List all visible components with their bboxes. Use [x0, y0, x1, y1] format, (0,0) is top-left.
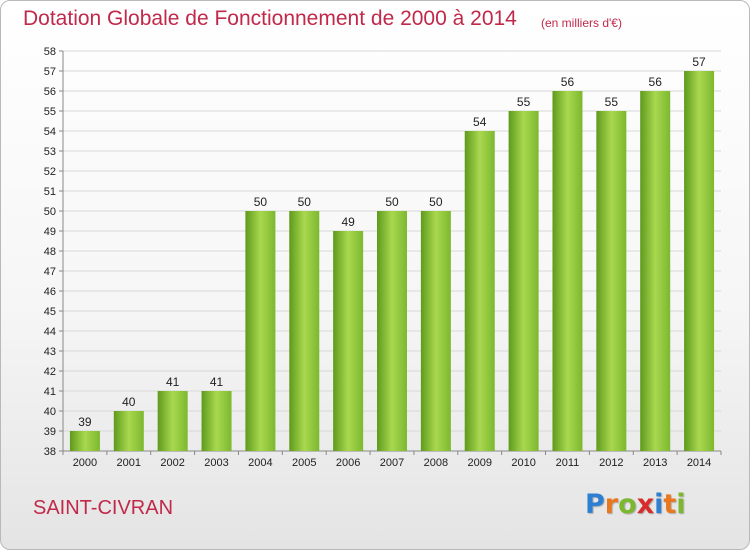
- bars: [69, 71, 715, 451]
- y-tick-label: 44: [44, 326, 56, 338]
- logo-letter: P: [585, 489, 605, 520]
- x-tick-label: 2001: [117, 457, 141, 469]
- proxiti-logo: Proxiti: [585, 489, 686, 520]
- y-tick-label: 42: [44, 366, 56, 378]
- bar-2014: [684, 71, 715, 451]
- y-tick-label: 40: [44, 406, 56, 418]
- x-tick-label: 2011: [556, 457, 580, 469]
- bar-2004: [245, 211, 276, 451]
- value-label: 55: [605, 95, 619, 109]
- value-label: 41: [166, 375, 180, 389]
- y-tick-label: 41: [44, 386, 56, 398]
- y-tick-label: 55: [44, 106, 56, 118]
- logo-letter: i: [676, 489, 686, 520]
- value-label: 50: [254, 195, 268, 209]
- bar-2003: [201, 391, 232, 451]
- x-tick-labels: 2000 2001 2002 2003 2004 2005 2006 2007 2008 2009…: [73, 457, 712, 469]
- y-tick-labels: 38 39 40 41 42 43 44 45 46 47 48 49 50 51 52 53 54 55 56 57…: [44, 46, 56, 458]
- y-tick-label: 51: [44, 186, 56, 198]
- bar-2006: [333, 231, 364, 451]
- bar-2001: [113, 411, 144, 451]
- bar-2007: [377, 211, 407, 451]
- y-tick-label: 57: [44, 66, 56, 78]
- logo-letter: x: [636, 489, 655, 520]
- bar-2005: [289, 211, 320, 451]
- bar-2008: [420, 211, 451, 451]
- value-label: 40: [122, 395, 136, 409]
- value-label: 57: [692, 55, 706, 69]
- commune-name: SAINT-CIVRAN: [33, 497, 174, 519]
- bar-2009: [464, 131, 495, 451]
- bar-2002: [157, 391, 188, 451]
- logo-letter: r: [604, 489, 619, 520]
- value-label: 55: [517, 95, 531, 109]
- logo-letter: t: [663, 489, 677, 520]
- x-tick-label: 2003: [204, 457, 228, 469]
- y-tick-label: 43: [44, 346, 56, 358]
- bar-2010: [508, 111, 539, 451]
- y-tick-label: 52: [44, 166, 56, 178]
- x-tick-label: 2006: [336, 457, 360, 469]
- logo-letter: o: [618, 489, 637, 520]
- x-tick-label: 2012: [599, 457, 623, 469]
- value-label: 41: [210, 375, 224, 389]
- y-tick-label: 53: [44, 146, 56, 158]
- y-tick-label: 46: [44, 286, 56, 298]
- value-label: 56: [561, 75, 575, 89]
- x-tick-label: 2007: [380, 457, 404, 469]
- value-label: 49: [341, 215, 355, 229]
- y-tick-label: 39: [44, 426, 56, 438]
- value-label: 50: [298, 195, 312, 209]
- x-tick-label: 2010: [511, 457, 535, 469]
- value-labels: 39 40 41 41 50 50 49 50 50 54 55 56 55 56 57: [78, 55, 706, 429]
- y-tick-label: 47: [44, 266, 56, 278]
- chart-title: Dotation Globale de Fonctionnement de 20…: [23, 7, 517, 30]
- chart-subtitle: (en milliers d'€): [541, 16, 622, 30]
- y-tick-label: 58: [44, 46, 56, 58]
- bar-2011: [552, 91, 583, 451]
- x-tick-label: 2014: [687, 457, 711, 469]
- y-tick-label: 49: [44, 226, 56, 238]
- x-tick-label: 2000: [73, 457, 97, 469]
- bar-2000: [69, 431, 100, 451]
- bar-2013: [640, 91, 671, 451]
- logo-letter: i: [654, 489, 664, 520]
- y-tick-label: 45: [44, 306, 56, 318]
- y-tick-label: 38: [44, 446, 56, 458]
- y-tick-label: 54: [44, 126, 56, 138]
- value-label: 50: [429, 195, 443, 209]
- value-label: 54: [473, 115, 487, 129]
- bar-2012: [596, 111, 627, 451]
- y-tick-label: 48: [44, 246, 56, 258]
- x-tick-label: 2009: [467, 457, 491, 469]
- y-tick-label: 50: [44, 206, 56, 218]
- x-tick-label: 2002: [160, 457, 184, 469]
- y-tick-label: 56: [44, 86, 56, 98]
- value-label: 39: [78, 415, 92, 429]
- x-tick-label: 2004: [248, 457, 272, 469]
- x-tick-label: 2013: [643, 457, 667, 469]
- value-label: 50: [385, 195, 399, 209]
- x-tick-label: 2005: [292, 457, 316, 469]
- value-label: 56: [649, 75, 663, 89]
- x-tick-label: 2008: [424, 457, 448, 469]
